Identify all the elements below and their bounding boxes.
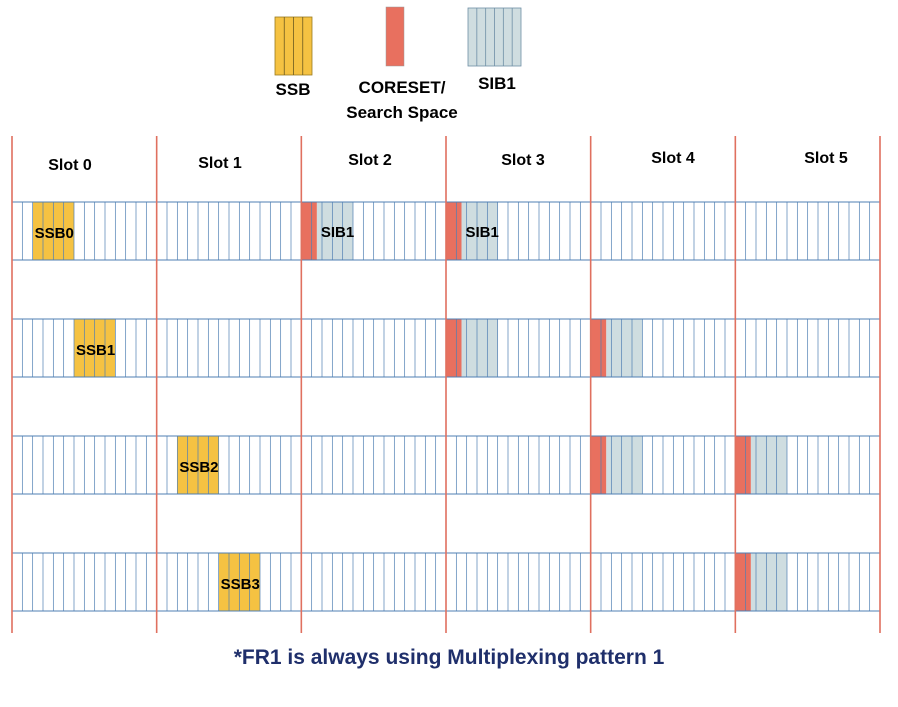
sib1-block — [461, 319, 498, 377]
sib1-block — [461, 202, 498, 260]
ssb-label: SSB3 — [221, 576, 260, 593]
sib1-label: SIB1 — [321, 224, 354, 241]
slot-header-0: Slot 0 — [48, 157, 92, 174]
legend-sib1-swatch — [467, 7, 522, 67]
coreset-block — [590, 319, 607, 377]
legend-ssb-label: SSB — [276, 80, 311, 99]
sib1-block — [750, 553, 787, 611]
legend-ssb-swatch — [274, 16, 313, 76]
legend-coreset-label-line1: CORESET/ — [359, 78, 446, 97]
sib1-block — [606, 436, 643, 494]
sib1-label: SIB1 — [466, 224, 499, 241]
legend-coreset-swatch — [385, 6, 405, 67]
coreset-block — [590, 436, 607, 494]
legend: SSB CORESET/ Search Space SIB1 — [274, 6, 522, 122]
footnote: *FR1 is always using Multiplexing patter… — [233, 646, 665, 669]
slot-header-1: Slot 1 — [198, 155, 242, 172]
slot-header-3: Slot 3 — [501, 152, 545, 169]
slot-headers: Slot 0 Slot 1 Slot 2 Slot 3 Slot 4 Slot … — [48, 150, 848, 174]
ssb-label: SSB0 — [35, 225, 74, 242]
slot-boundaries — [11, 136, 881, 633]
ssb-label: SSB2 — [179, 459, 218, 476]
sib1-block — [606, 319, 643, 377]
beam-rows: SSB0 SIB1 SIB1 SSB1 SSB2 SSB3 — [11, 201, 881, 612]
legend-coreset-label-line2: Search Space — [346, 103, 458, 122]
ssb-label: SSB1 — [76, 342, 115, 359]
coreset-block — [446, 202, 462, 260]
coreset-block — [735, 436, 751, 494]
slot-header-2: Slot 2 — [348, 152, 392, 169]
coreset-block — [301, 202, 317, 260]
coreset-block — [446, 319, 462, 377]
slot-header-4: Slot 4 — [651, 150, 695, 167]
legend-sib1-label: SIB1 — [478, 74, 516, 93]
sib1-block — [750, 436, 787, 494]
beam-row-2: SSB2 — [11, 435, 881, 495]
coreset-block — [735, 553, 751, 611]
sib1-block — [316, 202, 353, 260]
slot-header-5: Slot 5 — [804, 150, 848, 167]
